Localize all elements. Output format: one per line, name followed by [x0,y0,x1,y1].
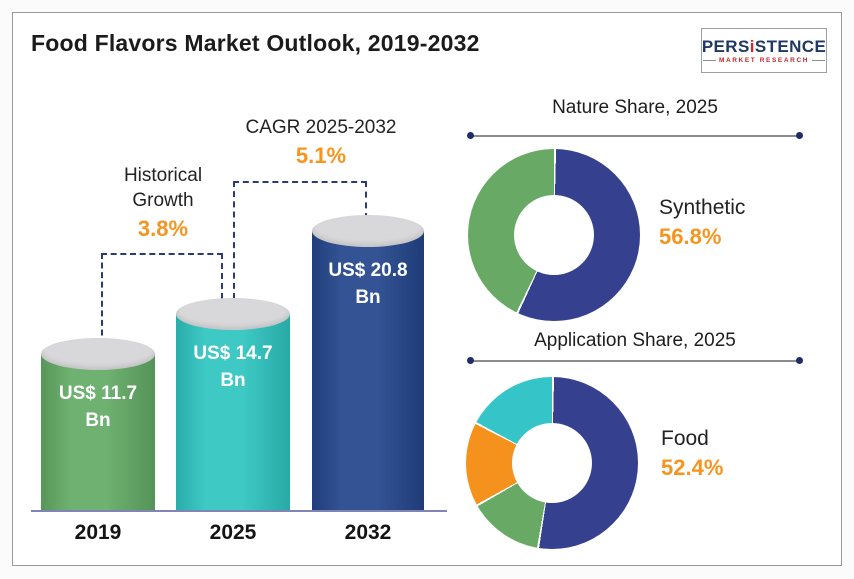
tagline-rule-left [702,59,716,61]
tagline-rule-right [812,59,826,61]
bar-2032-cylinder-top [312,215,424,247]
bar-2019-value-line1: US$ 11.7 [58,383,138,404]
bar-2019-cylinder-top [41,338,155,370]
food-value: 52.4% [661,455,724,480]
application-share-donut [466,377,638,549]
bar-2025-value-line2: Bn [220,369,246,391]
nature-share-callout: Synthetic 56.8% [659,196,745,250]
food-label: Food [661,427,709,450]
cagr-bracket-left [233,181,235,299]
infographic-card: Food Flavors Market Outlook, 2019-2032 P… [12,12,842,566]
application-share-callout: Food 52.4% [661,427,723,481]
historical-growth-label: Historical Growth [83,163,243,213]
bar-2032: US$ 20.8 Bn [312,215,424,512]
tagline-text: MARKET RESEARCH [718,56,810,64]
persistence-logo: PERSiSTENCE MARKET RESEARCH [701,28,827,73]
cagr-annotation: CAGR 2025-2032 5.1% [223,115,419,169]
logo-part2: i [749,36,755,56]
bar-2019-value-line2: Bn [85,409,111,431]
cagr-value: 5.1% [295,143,347,169]
bar-2025-value-label: US$ 14.7 Bn [176,341,290,394]
historical-bracket-left [101,253,103,345]
bar-2032-cylinder: US$ 20.8 Bn [312,215,424,512]
historical-bracket-right [221,253,223,299]
nature-share-donut-hole [514,195,594,275]
bar-2025-cylinder: US$ 14.7 Bn [176,298,290,512]
historical-growth-annotation: Historical Growth 3.8% [83,163,243,242]
historical-growth-value: 3.8% [137,216,189,242]
bar-2019-cylinder: US$ 11.7 Bn [41,338,155,512]
logo-tagline: MARKET RESEARCH [702,56,826,64]
historical-growth-label-line2: Growth [132,190,194,212]
synthetic-label: Synthetic [659,196,746,219]
logo-part1: PERS [701,36,750,56]
bar-2025-value-line1: US$ 14.7 [193,343,273,364]
logo-wordmark: PERSiSTENCE [702,38,826,55]
bar-2032-value-label: US$ 20.8 Bn [312,258,424,311]
axis-label-2019: 2019 [74,521,122,544]
bar-2032-value-line2: Bn [355,286,381,308]
application-share-title: Application Share, 2025 [534,330,736,351]
logo-part3: STENCE [754,36,827,56]
historical-growth-label-line1: Historical [123,165,203,186]
nature-share-divider [467,132,803,138]
application-share-divider [467,357,803,363]
bar-2019: US$ 11.7 Bn [41,338,155,512]
bar-2025: US$ 14.7 Bn [176,298,290,512]
x-axis-baseline [31,510,447,512]
historical-bracket-horizontal [101,253,223,255]
page-title: Food Flavors Market Outlook, 2019-2032 [31,30,480,56]
cagr-bracket-horizontal [233,181,367,183]
synthetic-value: 56.8% [659,224,722,249]
nature-share-title: Nature Share, 2025 [552,97,718,118]
bar-2019-value-label: US$ 11.7 Bn [41,381,155,434]
bar-2025-cylinder-top [176,298,290,330]
nature-share-donut [468,149,640,321]
application-share-donut-hole [512,423,592,503]
cagr-bracket-right [365,181,367,219]
axis-label-2025: 2025 [209,521,257,544]
axis-label-2032: 2032 [344,521,392,544]
bar-2032-value-line1: US$ 20.8 [328,260,408,281]
cagr-label: CAGR 2025-2032 [245,117,397,138]
